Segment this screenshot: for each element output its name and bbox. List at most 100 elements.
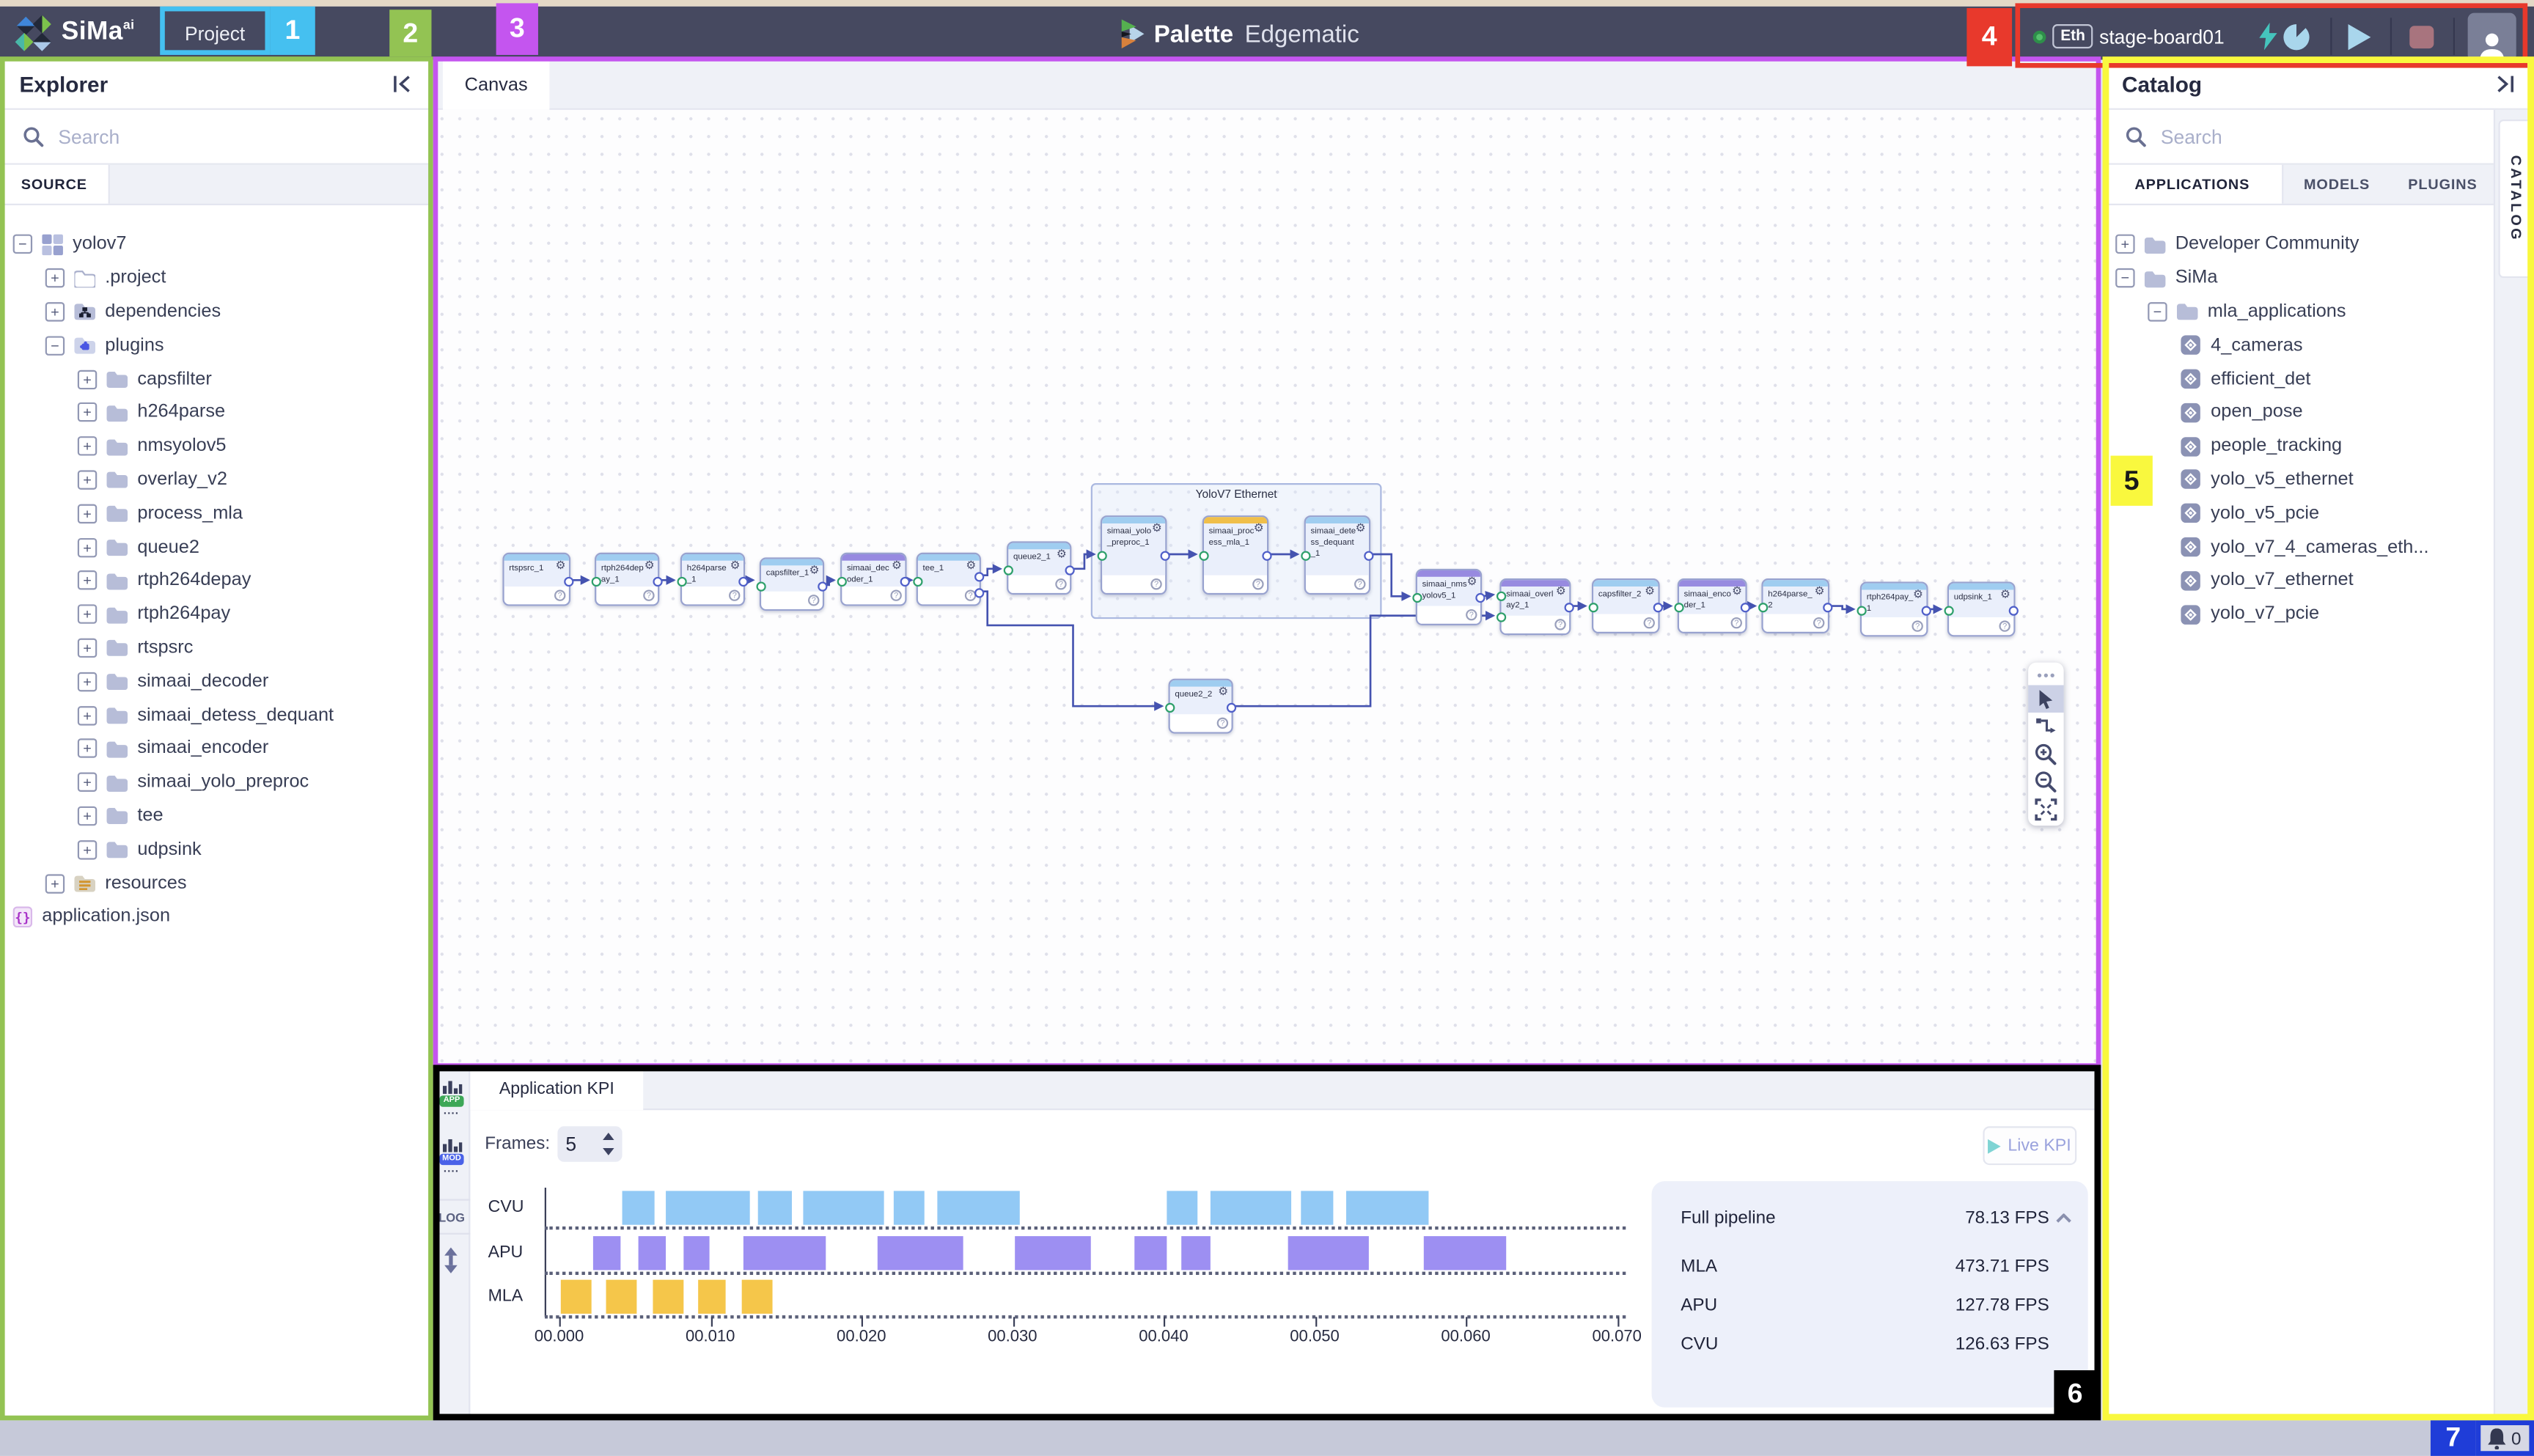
tab-canvas[interactable]: Canvas bbox=[442, 59, 550, 110]
input-port[interactable] bbox=[1496, 612, 1507, 622]
expand-icon[interactable]: + bbox=[77, 772, 98, 793]
input-port[interactable] bbox=[1944, 606, 1954, 616]
catalog-search[interactable]: Search bbox=[2102, 109, 2496, 165]
collapse-icon[interactable]: − bbox=[12, 235, 33, 254]
explorer-tree-item[interactable]: + overlay_v2 bbox=[0, 463, 431, 497]
expand-icon[interactable]: + bbox=[77, 839, 98, 859]
collapse-icon[interactable]: − bbox=[2115, 268, 2135, 288]
tab-applications[interactable]: APPLICATIONS bbox=[2102, 164, 2284, 204]
output-port[interactable] bbox=[1364, 551, 1374, 561]
collapse-icon[interactable]: − bbox=[45, 335, 65, 356]
output-port[interactable] bbox=[1262, 551, 1272, 561]
catalog-tree-item[interactable]: + Developer Community bbox=[2103, 228, 2534, 262]
pipeline-node[interactable]: capsfilter_2 ⚙ ? bbox=[1588, 578, 1663, 633]
explorer-tree-item[interactable]: − plugins bbox=[0, 328, 431, 362]
output-port[interactable] bbox=[738, 576, 749, 587]
catalog-tree-item[interactable]: yolo_v5_ethernet bbox=[2103, 463, 2534, 497]
input-port[interactable] bbox=[1097, 551, 1107, 561]
gear-icon[interactable]: ⚙ bbox=[730, 560, 741, 573]
explorer-tree-item[interactable]: + simaai_detess_dequant bbox=[0, 699, 431, 732]
help-icon[interactable]: ? bbox=[808, 595, 820, 606]
input-port[interactable] bbox=[1199, 551, 1209, 561]
input-port[interactable] bbox=[1496, 591, 1507, 601]
gear-icon[interactable]: ⚙ bbox=[1466, 576, 1477, 589]
gear-icon[interactable]: ⚙ bbox=[1056, 549, 1067, 561]
tab-application-kpi[interactable]: Application KPI bbox=[470, 1067, 644, 1111]
catalog-tree-item[interactable]: people_tracking bbox=[2103, 430, 2534, 463]
help-icon[interactable]: ? bbox=[1466, 608, 1477, 621]
collapse-icon[interactable]: − bbox=[2148, 302, 2167, 322]
catalog-tree-item[interactable]: yolo_v7_pcie bbox=[2103, 598, 2534, 631]
explorer-tree-item[interactable]: − yolov7 bbox=[0, 228, 431, 262]
project-menu[interactable]: Project bbox=[184, 22, 246, 45]
log-side-tab[interactable]: LOG bbox=[433, 1199, 471, 1235]
gear-icon[interactable]: ⚙ bbox=[1645, 587, 1655, 598]
output-port[interactable] bbox=[1921, 606, 1931, 616]
help-icon[interactable]: ? bbox=[643, 589, 655, 601]
expand-icon[interactable]: + bbox=[77, 739, 98, 759]
fit-view-tool[interactable] bbox=[2028, 795, 2063, 822]
expand-icon[interactable]: + bbox=[77, 705, 98, 725]
help-icon[interactable]: ? bbox=[1354, 578, 1366, 590]
gear-icon[interactable]: ⚙ bbox=[555, 560, 566, 573]
explorer-tree-item[interactable]: + udpsink bbox=[0, 833, 431, 867]
output-port[interactable] bbox=[1475, 592, 1485, 603]
explorer-tree-item[interactable]: + simaai_yolo_preproc bbox=[0, 765, 431, 799]
expand-icon[interactable]: + bbox=[77, 537, 98, 557]
help-icon[interactable]: ? bbox=[1554, 619, 1566, 630]
tab-models[interactable]: MODELS bbox=[2304, 176, 2370, 193]
help-icon[interactable]: ? bbox=[1813, 617, 1825, 629]
help-icon[interactable]: ? bbox=[1999, 620, 2010, 632]
stepper-arrows-icon[interactable] bbox=[603, 1133, 614, 1155]
gear-icon[interactable]: ⚙ bbox=[966, 560, 977, 573]
gear-icon[interactable]: ⚙ bbox=[1814, 587, 1825, 598]
pipeline-node[interactable]: simaai_decoder_1 ⚙ ? bbox=[837, 552, 910, 606]
input-port[interactable] bbox=[756, 581, 766, 592]
help-icon[interactable]: ? bbox=[1911, 620, 1923, 632]
output-port[interactable] bbox=[974, 572, 985, 582]
explorer-tree-item[interactable]: + resources bbox=[0, 867, 431, 900]
pipeline-node[interactable]: tee_1 ⚙ ? bbox=[913, 552, 985, 606]
catalog-side-tab[interactable]: CATALOG bbox=[2498, 120, 2534, 279]
expand-icon[interactable]: + bbox=[77, 604, 98, 625]
explorer-tree-item[interactable]: + dependencies bbox=[0, 295, 431, 328]
help-icon[interactable]: ? bbox=[1730, 617, 1742, 629]
input-port[interactable] bbox=[677, 576, 687, 587]
lightning-icon[interactable] bbox=[2259, 22, 2277, 51]
pipeline-node[interactable]: udpsink_1 ⚙ ? bbox=[1944, 581, 2019, 637]
expand-icon[interactable]: + bbox=[2115, 235, 2135, 254]
catalog-tree-item[interactable]: yolo_v7_ethernet bbox=[2103, 564, 2534, 598]
output-port[interactable] bbox=[1653, 603, 1663, 613]
input-port[interactable] bbox=[1674, 603, 1684, 613]
pipeline-node[interactable]: rtph264depay_1 ⚙ ? bbox=[591, 552, 663, 606]
expand-icon[interactable]: + bbox=[45, 302, 65, 322]
catalog-tree-item[interactable]: yolo_v5_pcie bbox=[2103, 496, 2534, 530]
pie-chart-icon[interactable] bbox=[2283, 24, 2310, 51]
output-port[interactable] bbox=[1065, 565, 1075, 576]
catalog-tree-item[interactable]: open_pose bbox=[2103, 396, 2534, 430]
help-icon[interactable]: ? bbox=[890, 589, 902, 601]
help-icon[interactable]: ? bbox=[1252, 578, 1264, 590]
input-port[interactable] bbox=[591, 576, 601, 587]
output-port[interactable] bbox=[900, 576, 910, 587]
resize-handle[interactable] bbox=[433, 1247, 469, 1273]
catalog-tree-item[interactable]: − mla_applications bbox=[2103, 295, 2534, 328]
app-kpi-side-tab[interactable]: APP ▪▪▪▪ bbox=[433, 1076, 471, 1122]
pipeline-node[interactable]: simaai_encoder_1 ⚙ ? bbox=[1674, 578, 1751, 633]
output-port[interactable] bbox=[974, 588, 985, 598]
explorer-tree-item[interactable]: + rtph264depay bbox=[0, 564, 431, 598]
gear-icon[interactable]: ⚙ bbox=[1555, 587, 1566, 598]
pipeline-node[interactable]: queue2_1 ⚙ ? bbox=[1003, 541, 1075, 595]
input-port[interactable] bbox=[1588, 603, 1598, 613]
explorer-tree-item[interactable]: + .project bbox=[0, 262, 431, 295]
output-port[interactable] bbox=[1160, 551, 1170, 561]
pipeline-node[interactable]: simaai_process_mla_1 ⚙ ? bbox=[1199, 515, 1272, 595]
output-port[interactable] bbox=[1823, 603, 1833, 613]
help-icon[interactable]: ? bbox=[729, 589, 741, 601]
expand-icon[interactable]: + bbox=[45, 873, 65, 893]
help-icon[interactable]: ? bbox=[554, 589, 566, 601]
stop-button[interactable] bbox=[2409, 26, 2434, 49]
pointer-tool[interactable] bbox=[2028, 685, 2064, 713]
expand-icon[interactable]: + bbox=[77, 470, 98, 490]
gear-icon[interactable]: ⚙ bbox=[1732, 587, 1742, 598]
